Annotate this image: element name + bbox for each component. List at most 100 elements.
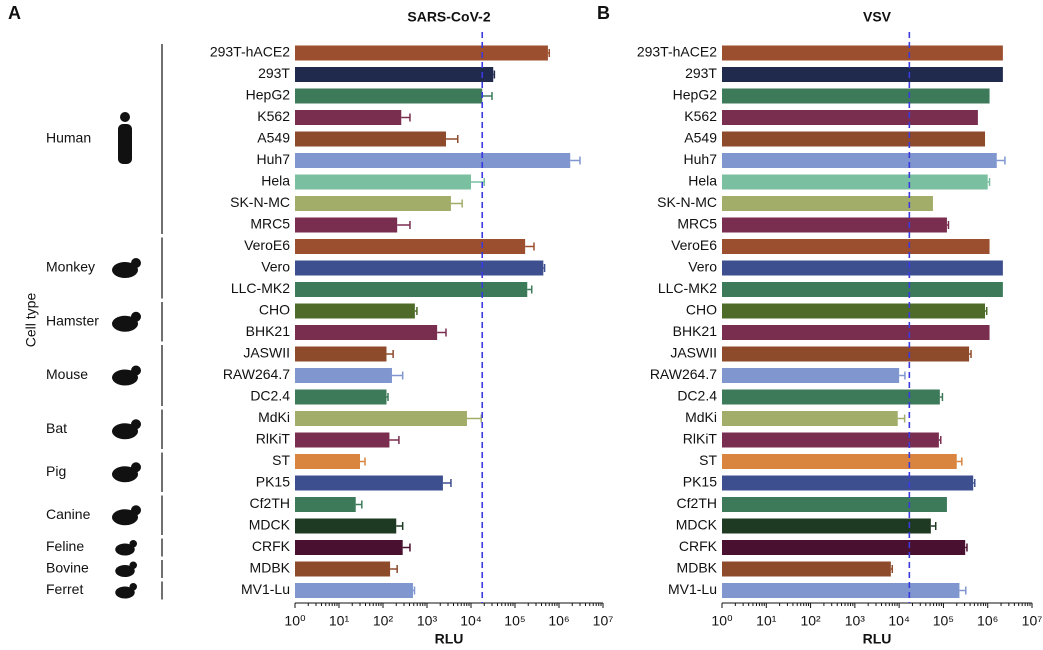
error-bar — [412, 586, 416, 595]
group-label: Bat — [46, 420, 67, 436]
error-bar — [527, 285, 533, 294]
bar — [295, 88, 483, 104]
error-bar — [386, 393, 389, 401]
x-tick-label: 10¹ — [756, 613, 777, 629]
x-tick-label: 10⁴ — [888, 613, 910, 629]
bar — [295, 110, 402, 125]
error-bar — [946, 221, 950, 229]
x-tick-label: 10² — [373, 613, 394, 629]
panel-label: A — [8, 3, 21, 23]
bar — [722, 497, 947, 512]
x-tick-label: 10⁴ — [460, 613, 482, 629]
x-tick-label: 10⁰ — [711, 613, 733, 629]
error-bar — [389, 436, 400, 444]
error-bar — [570, 156, 581, 165]
category-label: PK15 — [256, 474, 290, 490]
bar — [722, 475, 974, 491]
error-bar — [442, 479, 452, 487]
category-label: MDBK — [250, 560, 291, 576]
category-label: MRC5 — [677, 216, 717, 232]
error-bar — [355, 500, 363, 509]
error-bar — [397, 221, 411, 229]
bar — [295, 454, 360, 469]
group-icon — [112, 462, 141, 483]
category-label: Hela — [261, 173, 290, 189]
category-label: CHO — [686, 302, 717, 318]
bar — [295, 325, 438, 340]
x-tick-label: 10⁰ — [284, 613, 306, 629]
bar — [295, 217, 398, 233]
bar — [295, 174, 471, 190]
bar — [722, 303, 986, 319]
category-label: ST — [699, 452, 717, 468]
bar — [295, 561, 391, 577]
error-bar — [543, 264, 546, 272]
category-label: JASWII — [670, 345, 717, 361]
icon-head — [131, 258, 141, 268]
group-icon — [118, 112, 132, 164]
bar — [722, 432, 939, 448]
category-label: A549 — [684, 130, 717, 146]
category-label: 293T-hACE2 — [210, 44, 290, 60]
group-icon — [112, 419, 141, 440]
icon-body — [112, 262, 138, 278]
bar — [722, 88, 990, 104]
bar — [722, 325, 990, 340]
bar — [722, 389, 940, 405]
category-label: BHK21 — [246, 323, 291, 339]
error-bar — [386, 350, 394, 358]
bar — [295, 497, 356, 512]
bar — [722, 153, 997, 168]
chart-title: SARS-CoV-2 — [407, 9, 490, 25]
icon-head — [131, 505, 141, 516]
error-bar — [930, 522, 937, 530]
group-label: Ferret — [46, 581, 83, 597]
category-label: VeroE6 — [671, 237, 717, 253]
bar — [295, 346, 387, 362]
error-bar — [899, 371, 906, 380]
panel-label: B — [597, 3, 610, 23]
group-icon — [115, 561, 137, 577]
error-bar — [401, 113, 411, 122]
category-label: VeroE6 — [244, 237, 290, 253]
error-bar — [482, 92, 493, 100]
error-bar — [396, 522, 404, 530]
group-icon — [112, 258, 141, 278]
error-bar — [959, 586, 967, 595]
error-bar — [938, 436, 942, 444]
category-label: RlKiT — [256, 431, 291, 447]
x-axis-label: RLU — [435, 631, 464, 647]
category-label: MV1-Lu — [241, 581, 290, 597]
bar — [722, 454, 957, 469]
error-bar — [402, 543, 411, 552]
category-label: SK-N-MC — [657, 194, 717, 210]
category-label: MdKi — [258, 409, 290, 425]
bar — [722, 518, 931, 534]
error-bar — [359, 457, 366, 466]
category-label: RlKiT — [683, 431, 718, 447]
bar — [295, 153, 571, 168]
x-axis-label: RLU — [863, 631, 892, 647]
category-label: MdKi — [685, 409, 717, 425]
icon-body — [112, 466, 138, 483]
category-label: 293T — [258, 65, 290, 81]
category-label: LLC-MK2 — [231, 280, 290, 296]
icon-body — [112, 369, 138, 386]
category-label: CHO — [259, 302, 290, 318]
icon-head — [129, 583, 137, 591]
bar — [722, 411, 898, 426]
error-bar — [939, 393, 944, 401]
error-bar — [450, 199, 463, 208]
category-label: ST — [272, 452, 290, 468]
x-tick-label: 10⁷ — [1022, 613, 1043, 629]
bar — [722, 45, 1003, 61]
bar — [722, 110, 978, 125]
bar — [722, 282, 1003, 297]
category-label: MRC5 — [250, 216, 290, 232]
bar — [295, 432, 390, 448]
icon-head — [129, 561, 137, 569]
error-bar — [987, 178, 991, 186]
bar — [295, 583, 413, 598]
bar — [295, 518, 397, 534]
error-bar — [890, 565, 894, 573]
